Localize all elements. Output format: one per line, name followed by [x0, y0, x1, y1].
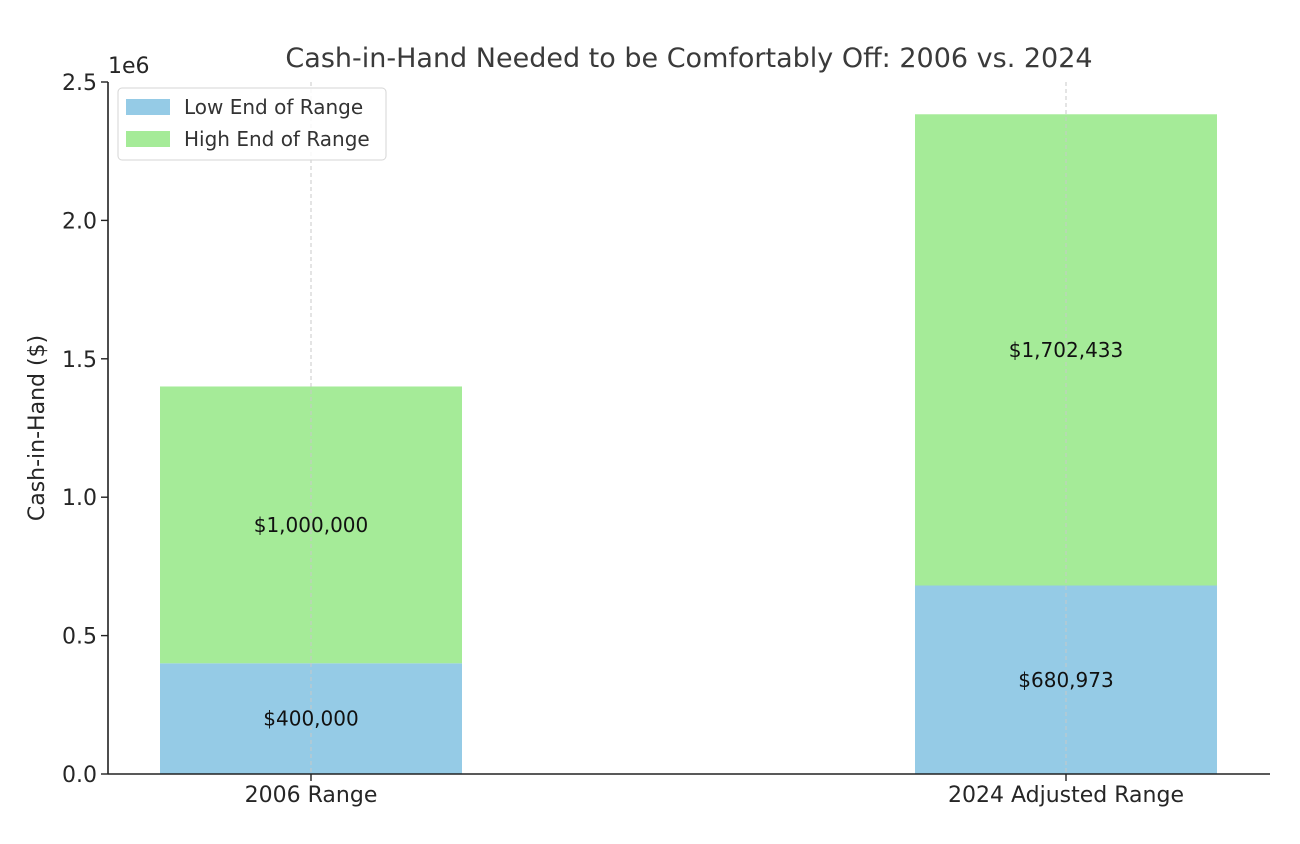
legend-swatch-high — [126, 131, 170, 147]
grid-layer — [310, 82, 1067, 774]
chart-title: Cash-in-Hand Needed to be Comfortably Of… — [285, 43, 1092, 74]
y-tick-label: 2.5 — [62, 71, 97, 96]
y-tick-label: 0.5 — [62, 625, 97, 650]
data-label-low-1: $400,000 — [263, 707, 358, 731]
x-tick-label: 2024 Adjusted Range — [948, 783, 1184, 808]
y-tick-label: 0.0 — [62, 763, 97, 788]
y-tick-label: 1.0 — [62, 486, 97, 511]
data-label-high-2: $1,702,433 — [1009, 338, 1124, 362]
data-label-high-1: $1,000,000 — [254, 513, 369, 537]
legend-label-high: High End of Range — [184, 127, 370, 151]
data-labels-layer: $400,000 $1,000,000 $680,973 $1,702,433 — [254, 338, 1124, 731]
y-axis-offset-label: 1e6 — [108, 54, 150, 79]
legend: Low End of Range High End of Range — [117, 87, 387, 161]
y-axis-label: Cash-in-Hand ($) — [25, 335, 50, 521]
x-tick-label: 2006 Range — [245, 783, 378, 808]
axes-layer: 0.0 0.5 1.0 1.5 2.0 2.5 2006 Range 2024 Adjuste… — [62, 71, 1270, 808]
legend-label-low: Low End of Range — [184, 95, 363, 119]
legend-swatch-low — [126, 99, 170, 115]
data-label-low-2: $680,973 — [1018, 668, 1113, 692]
legend-frame — [117, 87, 387, 161]
y-tick-label: 1.5 — [62, 348, 97, 373]
y-tick-label: 2.0 — [62, 209, 97, 234]
